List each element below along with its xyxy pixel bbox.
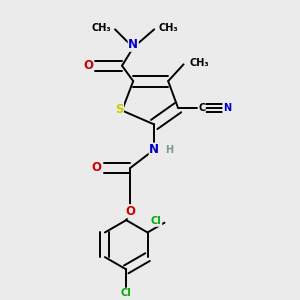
- Text: CH₃: CH₃: [91, 23, 111, 33]
- Text: CH₃: CH₃: [158, 23, 178, 33]
- Text: N: N: [223, 103, 231, 113]
- Text: Cl: Cl: [121, 288, 132, 298]
- Text: H: H: [166, 145, 174, 155]
- Text: O: O: [125, 205, 135, 218]
- Text: CH₃: CH₃: [189, 58, 209, 68]
- Text: O: O: [92, 161, 102, 174]
- Text: Cl: Cl: [151, 216, 162, 226]
- Text: O: O: [83, 59, 94, 72]
- Text: C: C: [198, 103, 206, 113]
- Text: N: N: [128, 38, 138, 51]
- Text: N: N: [149, 143, 159, 156]
- Text: S: S: [115, 103, 124, 116]
